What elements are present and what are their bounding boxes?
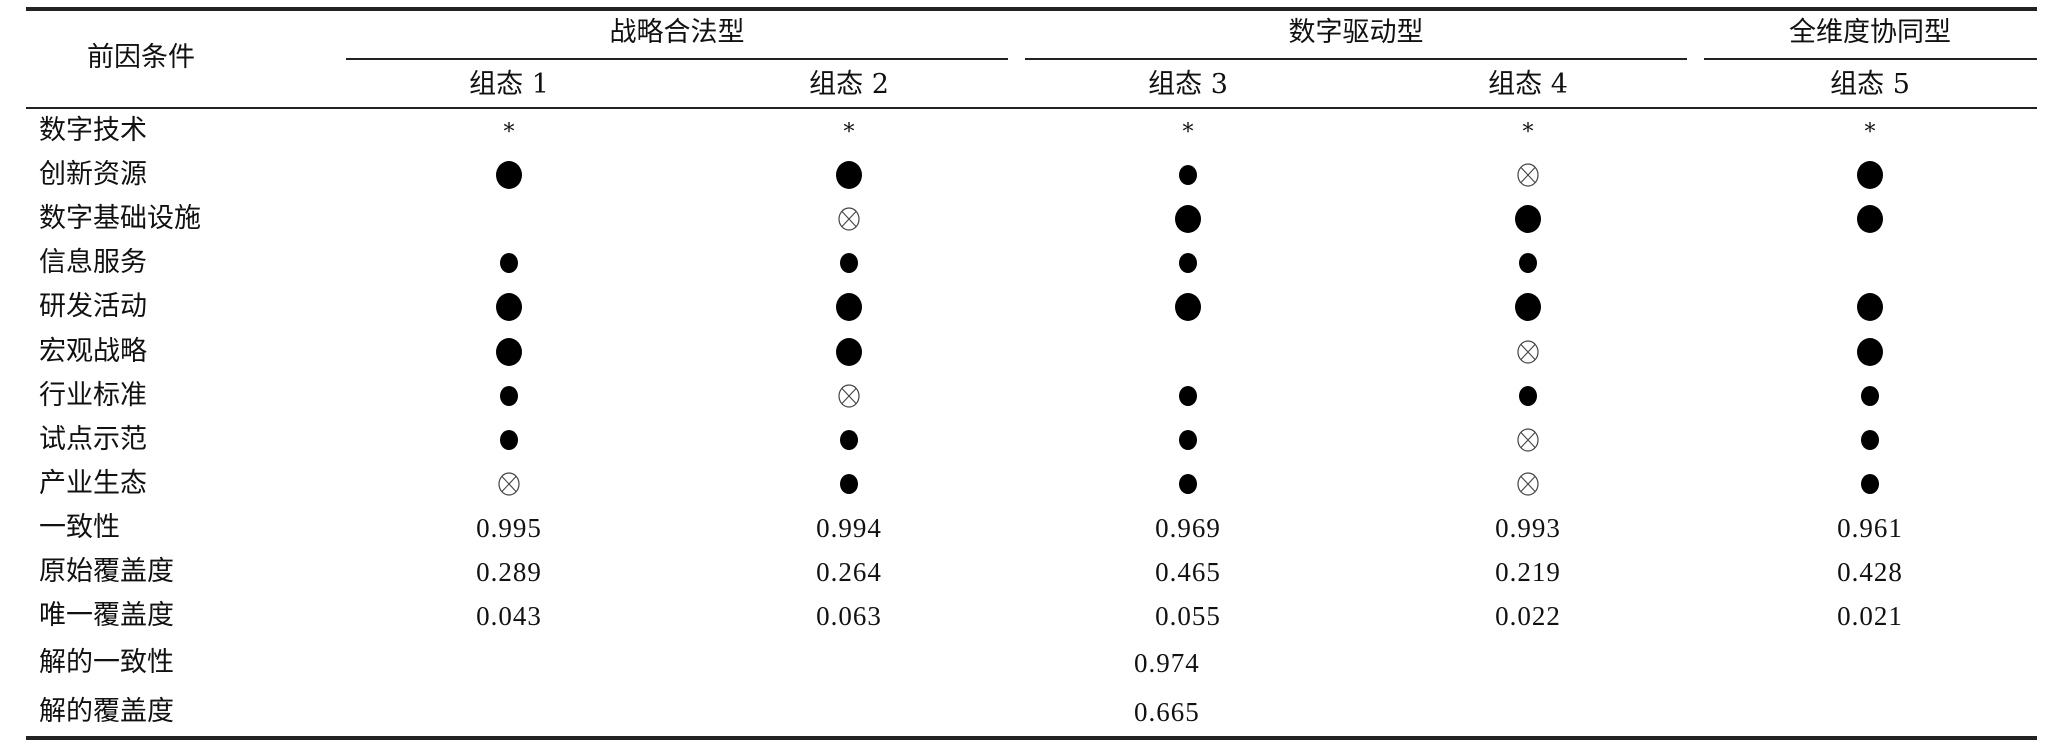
solution-label: 解的一致性 [39,647,174,678]
condition-label: 创新资源 [39,159,147,191]
any-condition-icon: * [1864,120,1876,145]
peripheral-condition-present-icon [840,473,858,494]
metric-value: 0.994 [816,512,882,543]
group-header: 战略合法型 [609,17,745,48]
condition-label: 试点示范 [39,423,147,455]
group-underline [346,58,1008,60]
core-condition-present-icon [1857,161,1883,190]
core-condition-present-icon [1857,293,1883,322]
condition-label: 宏观战略 [39,335,147,367]
condition-label: 研发活动 [39,291,147,323]
header-rule [26,107,2037,109]
metric-value: 0.969 [1155,512,1221,543]
any-condition-icon: * [503,120,515,145]
peripheral-condition-present-icon [500,253,518,274]
core-condition-present-icon [496,161,522,190]
peripheral-condition-present-icon [1179,165,1197,186]
top-rule [26,7,2037,11]
core-condition-present-icon [836,337,862,366]
config-header: 组态 2 [809,69,889,100]
core-condition-present-icon [1175,205,1201,234]
peripheral-condition-present-icon [1861,385,1879,406]
core-condition-present-icon [1175,293,1201,322]
config-header: 组态 1 [469,69,549,100]
peripheral-condition-present-icon [1179,385,1197,406]
metric-value: 0.993 [1495,512,1561,543]
condition-label: 行业标准 [39,379,147,411]
peripheral-condition-present-icon [1861,429,1879,450]
condition-label: 数字技术 [39,115,147,146]
condition-absent-icon [498,472,520,496]
any-condition-icon: * [843,120,855,145]
core-condition-present-icon [1857,205,1883,234]
metric-value: 0.043 [476,601,542,632]
core-condition-present-icon [836,293,862,322]
condition-label: 数字基础设施 [39,203,201,235]
peripheral-condition-present-icon [500,429,518,450]
condition-label: 产业生态 [39,467,147,499]
condition-absent-icon [838,383,860,408]
any-condition-icon: * [1522,120,1534,145]
condition-absent-icon [1517,339,1539,364]
core-condition-present-icon [836,161,862,190]
condition-header: 前因条件 [87,42,195,73]
metric-value: 0.289 [476,557,542,587]
core-condition-present-icon [496,293,522,322]
condition-absent-icon [1517,472,1539,496]
metric-value: 0.219 [1495,557,1561,587]
core-condition-present-icon [1515,293,1541,322]
metric-label: 原始覆盖度 [39,556,174,587]
peripheral-condition-present-icon [1861,473,1879,494]
solution-value: 0.974 [1134,648,1200,678]
group-underline [1704,58,2037,60]
peripheral-condition-present-icon [1519,385,1537,406]
metric-value: 0.055 [1155,601,1221,632]
peripheral-condition-present-icon [500,385,518,406]
peripheral-condition-present-icon [840,253,858,274]
config-header: 组态 3 [1148,69,1228,100]
metric-value: 0.428 [1837,557,1903,587]
metric-value: 0.961 [1837,512,1903,543]
condition-absent-icon [1517,163,1539,187]
peripheral-condition-present-icon [840,429,858,450]
solution-label: 解的覆盖度 [39,696,174,727]
peripheral-condition-present-icon [1179,253,1197,274]
peripheral-condition-present-icon [1519,253,1537,274]
group-underline [1025,58,1687,60]
metric-value: 0.995 [476,512,542,543]
condition-label: 信息服务 [39,247,147,279]
peripheral-condition-present-icon [1179,429,1197,450]
any-condition-icon: * [1182,120,1194,145]
solution-value: 0.665 [1134,697,1200,727]
metric-value: 0.264 [816,557,882,587]
core-condition-present-icon [1515,205,1541,234]
metric-value: 0.063 [816,601,882,632]
metric-value: 0.022 [1495,601,1561,632]
peripheral-condition-present-icon [1179,473,1197,494]
condition-absent-icon [1517,428,1539,452]
config-header: 组态 5 [1830,69,1910,100]
metric-label: 一致性 [39,511,120,543]
metric-value: 0.465 [1155,557,1221,587]
core-condition-present-icon [496,337,522,366]
metric-label: 唯一覆盖度 [39,600,174,632]
group-header: 数字驱动型 [1288,17,1424,48]
bottom-rule [26,736,2037,740]
config-header: 组态 4 [1488,69,1568,100]
metric-value: 0.021 [1837,601,1903,632]
group-header: 全维度协同型 [1789,17,1951,48]
condition-absent-icon [838,207,860,231]
core-condition-present-icon [1857,337,1883,366]
